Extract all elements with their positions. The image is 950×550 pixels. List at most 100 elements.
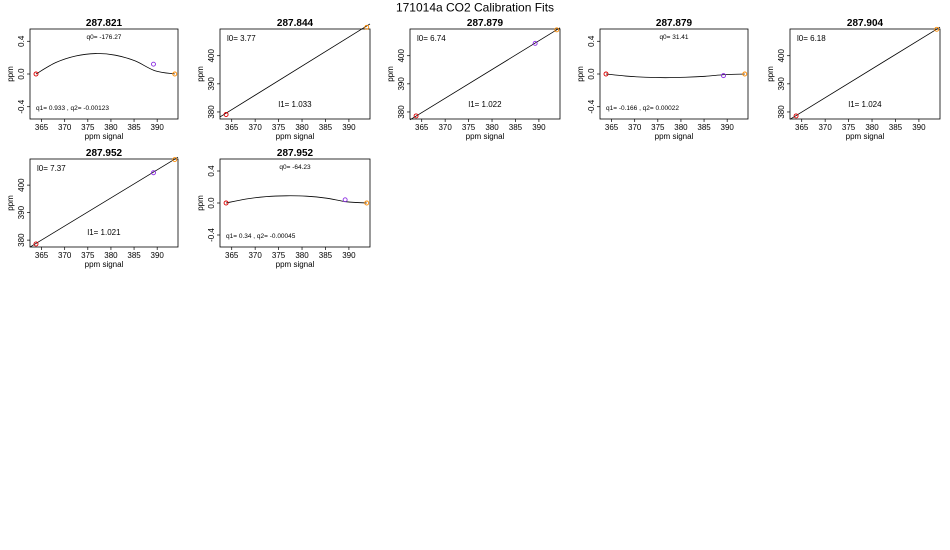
y-tick-label: 0.4 [17,35,26,47]
y-axis-label: ppm [196,195,205,211]
y-tick-label: 0.0 [17,68,26,80]
fit-line [409,27,561,121]
x-tick-label: 370 [58,123,72,132]
x-tick-label: 365 [415,123,429,132]
y-tick-label: 0.0 [587,68,596,80]
fit-annotation: q1= -0.166 , q2= 0.00022 [606,105,679,112]
data-point [172,71,178,77]
y-axis-label: ppm [576,66,585,82]
y-tick-label: 400 [207,49,216,63]
data-point [603,71,609,77]
calibration-panel: 287.844 365 370 375 380 385 390 380 390 400 ppm si… [196,18,371,141]
fit-annotation: l0= 7.37 [37,164,66,173]
x-axis-label: ppm signal [85,132,124,141]
x-tick-label: 380 [295,123,309,132]
x-tick-label: 385 [127,123,141,132]
x-tick-label: 385 [127,251,141,260]
y-tick-label: 400 [777,49,786,63]
plot-frame [219,28,371,120]
y-tick-label: 380 [777,105,786,119]
data-point [151,61,156,67]
x-tick-label: 390 [151,123,165,132]
x-tick-label: 375 [81,251,95,260]
x-tick-label: 390 [721,123,735,132]
y-axis-label: ppm [196,66,205,82]
panel-grid: 287.821 365 370 375 380 385 390 -0.4 0.0 0.4 ppm s… [6,18,941,269]
y-tick-label: 0.4 [587,35,596,47]
x-tick-label: 370 [628,123,642,132]
data-point [172,157,178,163]
x-tick-label: 375 [842,123,856,132]
plot-frame [789,28,941,120]
fit-curve [35,53,175,75]
x-tick-label: 380 [865,123,879,132]
x-tick-label: 365 [225,123,239,132]
y-axis-label: ppm [6,66,15,82]
x-tick-label: 365 [35,251,49,260]
fit-annotation: l1= 1.021 [87,228,121,237]
x-tick-label: 365 [795,123,809,132]
x-tick-label: 365 [225,251,239,260]
data-point [742,71,748,77]
x-tick-label: 390 [342,251,356,260]
y-tick-label: 380 [397,105,406,119]
x-tick-label: 370 [248,123,262,132]
fit-line [219,23,371,118]
plot-frame [29,158,179,248]
y-tick-label: -0.4 [17,99,26,113]
x-tick-label: 375 [462,123,476,132]
fit-annotation: q0= -64.23 [279,164,311,171]
plot-frame [409,28,561,120]
x-axis-label: ppm signal [85,260,124,269]
y-axis-label: ppm [6,195,15,211]
x-tick-label: 385 [319,123,333,132]
x-tick-label: 370 [58,251,72,260]
x-tick-label: 390 [342,123,356,132]
y-tick-label: 390 [17,205,26,219]
x-tick-label: 380 [104,251,118,260]
x-tick-label: 380 [104,123,118,132]
calibration-panel: 287.952 365 370 375 380 385 390 380 390 400 ppm si… [6,148,179,269]
y-tick-label: 390 [397,77,406,91]
calibration-panel: 287.952 365 370 375 380 385 390 -0.4 0.0 0.4 ppm s… [196,148,371,269]
data-point [793,113,799,119]
y-tick-label: -0.4 [587,99,596,113]
data-point [151,170,156,176]
data-point [721,73,726,79]
figure-title: 171014a CO2 Calibration Fits [396,1,554,15]
x-tick-label: 375 [81,123,95,132]
data-point [532,40,538,46]
fit-line [789,26,941,120]
fit-annotation: l0= 3.77 [227,34,256,43]
x-tick-label: 380 [295,251,309,260]
x-axis-label: ppm signal [276,132,315,141]
fit-annotation: l1= 1.024 [848,100,882,109]
fit-annotation: q1= 0.933 , q2= -0.00123 [36,105,109,112]
y-tick-label: 0.0 [207,197,216,209]
x-tick-label: 390 [151,251,165,260]
panel-title: 287.952 [277,148,314,159]
fit-annotation: l1= 1.033 [278,100,312,109]
fit-annotation: q0= -176.27 [87,34,122,41]
x-tick-label: 390 [532,123,546,132]
panel-title: 287.844 [277,18,314,29]
y-axis-label: ppm [766,66,775,82]
x-tick-label: 375 [651,123,665,132]
calibration-panel: 287.904 365 370 375 380 385 390 380 390 400 ppm si… [766,18,941,141]
y-tick-label: 400 [397,49,406,63]
data-point [33,241,39,247]
x-tick-label: 385 [319,251,333,260]
y-tick-label: 390 [777,77,786,91]
x-tick-label: 365 [605,123,619,132]
data-point [223,200,229,206]
y-tick-label: 380 [207,105,216,119]
calibration-panel: 287.879 365 370 375 380 385 390 380 390 400 ppm si… [386,18,561,141]
fit-annotation: l0= 6.18 [797,34,826,43]
x-tick-label: 375 [272,123,286,132]
y-tick-label: 380 [17,233,26,247]
x-tick-label: 365 [35,123,49,132]
panel-title: 287.879 [467,18,504,29]
x-axis-label: ppm signal [466,132,505,141]
x-tick-label: 370 [248,251,262,260]
